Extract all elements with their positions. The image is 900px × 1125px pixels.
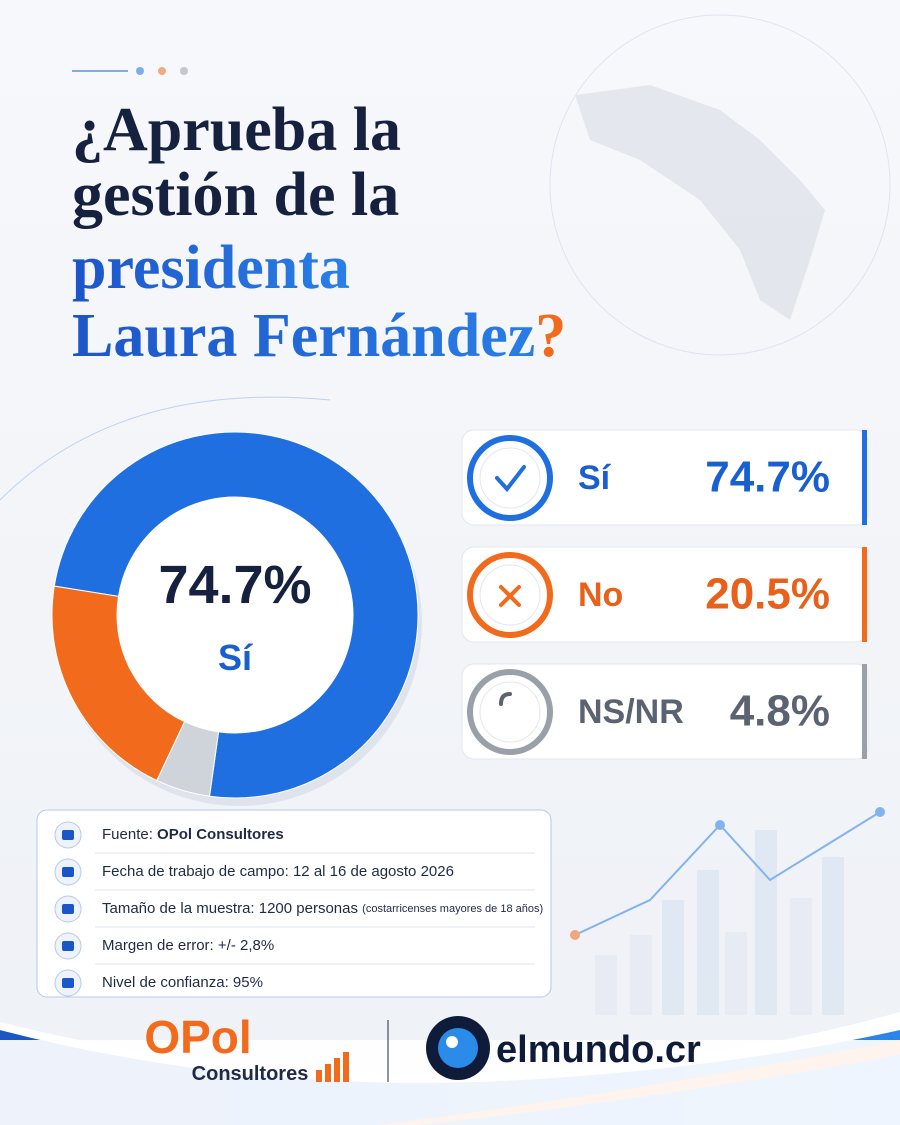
card-accent bbox=[862, 664, 867, 759]
donut-chart: 74.7% Sí bbox=[51, 431, 422, 806]
partner-icon-lens bbox=[438, 1028, 478, 1068]
card-value: 4.8% bbox=[730, 687, 830, 736]
center-value: 74.7% bbox=[158, 555, 311, 615]
info-row: Tamaño de la muestra: 1200 personas (cos… bbox=[102, 900, 543, 917]
card-accent bbox=[862, 430, 867, 525]
card-icon bbox=[479, 681, 541, 743]
info-label: Fuente: bbox=[102, 826, 153, 843]
card-value: 74.7% bbox=[705, 453, 830, 502]
brand-sub: Consultores bbox=[192, 1063, 309, 1085]
info-box bbox=[36, 809, 552, 998]
result-cards: Sí 74.7% No 20.5% NS/NR 4.8% bbox=[461, 429, 869, 760]
title-line: gestión de la bbox=[72, 161, 399, 229]
info-row: Fuente: OPol Consultores bbox=[102, 826, 284, 843]
info-value: +/- 2,8% bbox=[218, 937, 274, 954]
title-line: ¿Aprueba la bbox=[72, 96, 401, 164]
info-rows: Fuente: OPol Consultores Fecha de trabajo… bbox=[54, 821, 543, 997]
info-icon-glyph bbox=[62, 830, 74, 840]
info-value: 12 al 16 de agosto 2026 bbox=[293, 863, 454, 880]
partner-logo: elmundo.cr bbox=[496, 1029, 701, 1071]
card-label: No bbox=[578, 576, 623, 614]
info-row: Margen de error: +/- 2,8% bbox=[102, 937, 274, 954]
title-end: ? bbox=[535, 302, 566, 370]
card-accent bbox=[862, 547, 867, 642]
info-value: OPol Consultores bbox=[157, 826, 284, 843]
card bbox=[461, 663, 869, 760]
info-label: Margen de error: bbox=[102, 937, 214, 954]
card-label: Sí bbox=[578, 459, 612, 497]
info-row: Nivel de confianza: 95% bbox=[102, 974, 263, 991]
info-icon-glyph bbox=[62, 941, 74, 951]
card-icon-ring bbox=[467, 552, 553, 638]
card-value: 20.5% bbox=[705, 570, 830, 619]
card-glyph bbox=[499, 692, 512, 706]
info-value: 1200 personas bbox=[259, 900, 358, 917]
info-row: Fecha de trabajo de campo: 12 al 16 de a… bbox=[102, 863, 454, 880]
partner-icon-glare bbox=[446, 1036, 458, 1048]
info-icon-glyph bbox=[62, 978, 74, 988]
card-glyph bbox=[499, 585, 521, 607]
title-highlight: presidenta bbox=[72, 234, 350, 302]
info-icon-glyph bbox=[62, 904, 74, 914]
info-value: 95% bbox=[233, 974, 263, 991]
decor bbox=[0, 14, 891, 1015]
title-highlight: Laura Fernández bbox=[72, 302, 535, 370]
card bbox=[461, 546, 869, 643]
info-label: Nivel de confianza: bbox=[102, 974, 229, 991]
center-label: Sí bbox=[218, 637, 253, 678]
info-icon-glyph bbox=[62, 867, 74, 877]
info-label: Tamaño de la muestra: bbox=[102, 900, 255, 917]
brand-logo: OPol bbox=[144, 1011, 251, 1063]
brand-bars bbox=[316, 1052, 349, 1082]
card-icon bbox=[479, 447, 541, 509]
info-note: (costarricenses mayores de 18 años) bbox=[362, 903, 543, 915]
card-label: NS/NR bbox=[578, 693, 684, 731]
title-highlight-line: Laura Fernández? bbox=[72, 302, 566, 370]
card-icon-ring bbox=[467, 435, 553, 521]
card bbox=[461, 429, 869, 526]
donut-hole bbox=[117, 497, 353, 733]
info-label: Fecha de trabajo de campo: bbox=[102, 863, 289, 880]
card-icon-ring bbox=[467, 669, 553, 755]
card-glyph bbox=[495, 465, 526, 493]
